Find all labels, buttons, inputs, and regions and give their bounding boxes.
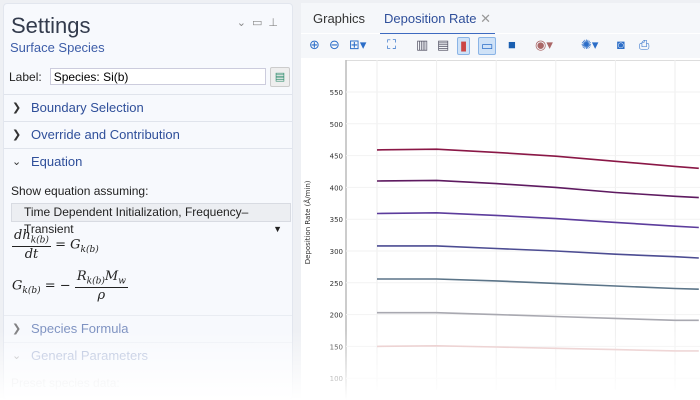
series-line-3 <box>377 245 699 259</box>
y-grid-icon[interactable]: ▤ <box>437 37 450 52</box>
legend-icon[interactable]: ▮ <box>457 37 471 55</box>
equation-2: Gk(b) = − Rk(b)Mw ρ <box>12 269 128 303</box>
lock-icon[interactable]: ■ <box>508 37 516 52</box>
section-species-formula[interactable]: ❯ Species Formula <box>4 315 292 341</box>
section-label: Species Formula <box>31 321 129 336</box>
series-line-2 <box>376 211 699 229</box>
close-icon[interactable]: ✕ <box>480 11 492 26</box>
zoom-box-icon[interactable]: ⊞▾ <box>349 37 367 52</box>
section-equation[interactable]: ⌄ Equation <box>4 148 292 174</box>
plot-toolbar: ⊕ ⊖ ⊞▾ ⛶ ▥ ▤ ▮ ▭ ■ ◉▾ ✺▾ ◙ ⎙ <box>301 34 700 58</box>
x-grid-icon[interactable]: ▥ <box>416 37 429 52</box>
show-equation-label: Show equation assuming: <box>11 184 149 198</box>
deposition-rate-chart[interactable]: 100 150 200 250 300 350 400 450 500 550 Deposition… <box>301 60 700 400</box>
section-boundary-selection[interactable]: ❯ Boundary Selection <box>4 94 292 120</box>
tab-label: Deposition Rate <box>384 11 477 26</box>
chevron-right-icon: ❯ <box>12 102 22 114</box>
maximize-icon[interactable]: ▭ <box>252 17 269 29</box>
section-label: General Parameters <box>31 348 149 363</box>
section-general-parameters[interactable]: ⌄ General Parameters <box>4 342 292 368</box>
camera-icon[interactable]: ◙ <box>617 37 625 52</box>
label-caption: Label: <box>9 69 42 84</box>
zoom-extents-icon[interactable]: ⛶ <box>387 37 397 52</box>
color-palette-icon[interactable]: ◉▾ <box>535 37 553 52</box>
y-axis-label: Deposition Rate (Å/min) <box>303 180 312 264</box>
chevron-right-icon: ❯ <box>12 129 22 141</box>
y-tick-label: 150 <box>330 343 343 351</box>
window-buttons[interactable]: ⌄▭⊥ <box>237 16 284 29</box>
chevron-right-icon: ❯ <box>12 323 22 335</box>
graphics-panel: Graphics Deposition Rate ✕ ⊕ ⊖ ⊞▾ ⛶ ▥ ▤ … <box>301 3 700 400</box>
settings-subtitle: Surface Species <box>10 40 105 55</box>
y-tick-label: 100 <box>330 375 343 383</box>
series-line-5 <box>377 311 699 322</box>
y-tick-label: 200 <box>330 312 343 320</box>
label-input[interactable] <box>49 68 266 85</box>
chevron-down-icon[interactable]: ⌄ <box>236 17 252 29</box>
zoom-out-icon[interactable]: ⊖ <box>329 37 340 52</box>
chevron-down-icon: ⌄ <box>12 350 22 362</box>
print-icon[interactable]: ⎙ <box>639 37 650 52</box>
y-tick-label: 250 <box>330 280 343 288</box>
dropdown-arrow-icon: ▼ <box>273 224 282 234</box>
preset-species-label: Preset species data: <box>11 376 120 390</box>
equation-mode-value: Time Dependent Initialization, Frequency… <box>24 205 249 236</box>
label-dialog-button[interactable]: ▤ <box>270 67 290 87</box>
section-override-contribution[interactable]: ❯ Override and Contribution <box>4 121 292 147</box>
y-tick-label: 300 <box>330 248 343 256</box>
series-line-4 <box>377 278 699 290</box>
section-label: Override and Contribution <box>31 127 180 142</box>
equation-mode-select[interactable]: Time Dependent Initialization, Frequency… <box>11 203 291 236</box>
y-tick-label: 350 <box>330 216 343 224</box>
edit-label-icon: ▤ <box>274 71 286 83</box>
annotation-icon[interactable]: ▭ <box>478 37 497 55</box>
settings-panel: Settings Surface Species ⌄▭⊥ Label: ▤ ❯B… <box>3 3 293 400</box>
tab-deposition-rate[interactable]: Deposition Rate ✕ <box>380 11 496 35</box>
y-tick-label: 550 <box>330 89 343 97</box>
zoom-in-icon[interactable]: ⊕ <box>309 37 320 52</box>
series-line-0 <box>376 148 699 170</box>
pin-icon[interactable]: ⊥ <box>268 17 284 29</box>
chevron-down-icon: ⌄ <box>12 156 22 168</box>
section-label: Boundary Selection <box>31 100 144 115</box>
y-tick-label: 400 <box>330 184 343 192</box>
y-tick-label: 450 <box>330 153 343 161</box>
y-tick-label: 500 <box>330 121 343 129</box>
settings-title: Settings <box>11 13 91 38</box>
scene-light-icon[interactable]: ✺▾ <box>581 37 599 52</box>
series-line-1 <box>376 179 699 199</box>
section-label: Equation <box>31 154 83 169</box>
tab-graphics[interactable]: Graphics <box>313 11 366 26</box>
equation-1: dhk(b) dt = Gk(b) <box>12 228 99 262</box>
